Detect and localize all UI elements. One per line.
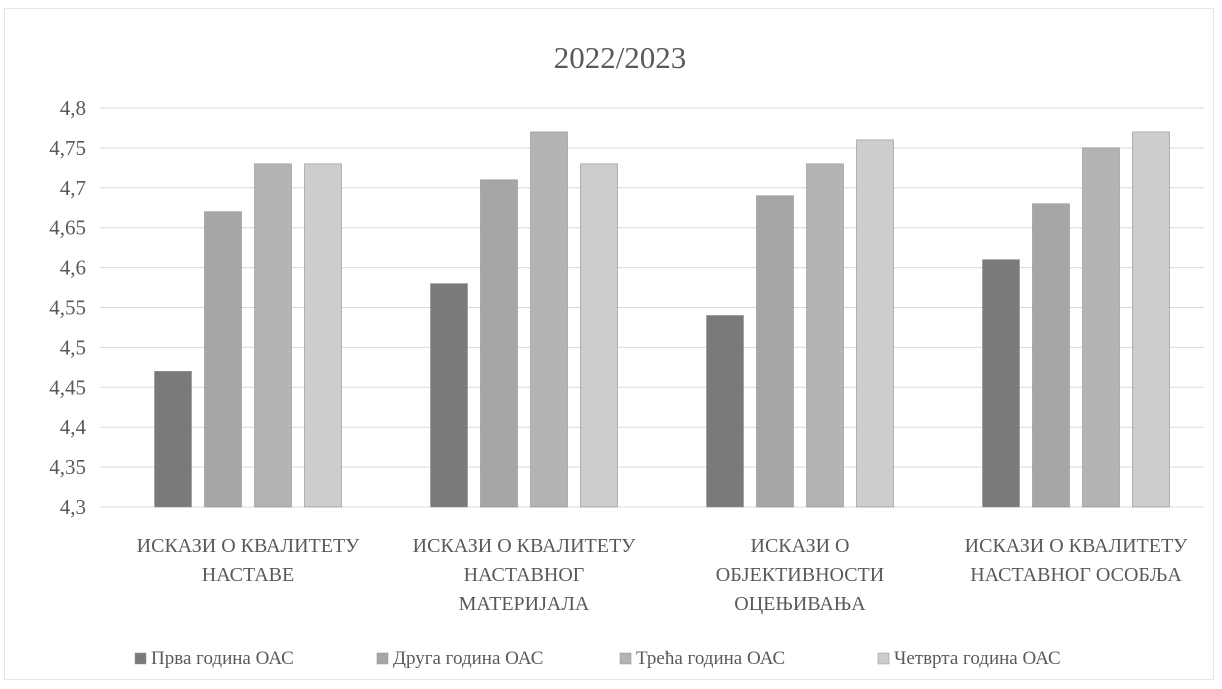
x-category-label: МАТЕРИЈАЛА xyxy=(459,593,590,615)
y-tick-label: 4,7 xyxy=(60,176,86,200)
bar xyxy=(304,163,342,508)
x-category-label: ИСКАЗИ О КВАЛИТЕТУ xyxy=(137,535,360,557)
bar xyxy=(806,163,844,508)
x-category-label: ИСКАЗИ О xyxy=(751,535,850,557)
y-tick-label: 4,45 xyxy=(49,375,86,399)
legend-label: Трећа година ОАС xyxy=(636,648,785,669)
legend-label: Друга година ОАС xyxy=(393,648,543,669)
legend-label: Прва година ОАС xyxy=(151,648,294,669)
legend-swatch xyxy=(877,652,890,665)
bar xyxy=(982,259,1020,508)
bar xyxy=(580,163,618,508)
x-category-label: ИСКАЗИ О КВАЛИТЕТУ xyxy=(965,535,1188,557)
legend-swatch xyxy=(619,652,632,665)
bar xyxy=(1132,131,1170,508)
bar xyxy=(856,139,894,508)
bar xyxy=(204,211,242,508)
legend-swatch xyxy=(376,652,389,665)
y-tick-label: 4,65 xyxy=(49,216,86,240)
y-tick-label: 4,4 xyxy=(60,415,87,439)
y-tick-label: 4,6 xyxy=(60,256,86,280)
y-tick-label: 4,75 xyxy=(49,136,86,160)
x-category-label: ОБЈЕКТИВНОСТИ xyxy=(716,564,884,586)
legend-swatch xyxy=(134,652,147,665)
legend-label: Четврта година ОАС xyxy=(894,648,1061,669)
y-tick-label: 4,3 xyxy=(60,495,86,519)
y-tick-label: 4,5 xyxy=(60,335,86,359)
bar xyxy=(1082,147,1120,508)
bar xyxy=(154,371,192,508)
y-tick-label: 4,55 xyxy=(49,296,86,320)
x-axis-category-labels: ИСКАЗИ О КВАЛИТЕТУ НАСТАВЕ ИСКАЗИ О КВАЛИТ… xyxy=(137,535,1188,615)
bar xyxy=(756,195,794,508)
bar xyxy=(530,131,568,508)
bar xyxy=(480,179,518,508)
x-category-label: НАСТАВЕ xyxy=(202,564,294,586)
legend: Прва година ОАС Друга година ОАС Трећа год… xyxy=(134,648,1061,669)
x-category-label: ИСКАЗИ О КВАЛИТЕТУ xyxy=(413,535,636,557)
x-category-label: ОЦЕЊИВАЊА xyxy=(734,593,866,615)
y-tick-label: 4,8 xyxy=(60,96,86,120)
chart-title: 2022/2023 xyxy=(554,40,687,75)
bar xyxy=(1032,203,1070,508)
bar xyxy=(706,315,744,508)
bars xyxy=(154,131,1170,508)
y-axis-tick-labels: 4,3 4,35 4,4 4,45 4,5 4,55 4,6 4,65 4,7 4,75 4,8 xyxy=(49,96,86,519)
x-category-label: НАСТАВНОГ xyxy=(464,564,585,586)
x-category-label: НАСТАВНОГ ОСОБЉА xyxy=(970,564,1182,586)
y-tick-label: 4,35 xyxy=(49,455,86,479)
bar xyxy=(430,283,468,508)
bar xyxy=(254,163,292,508)
